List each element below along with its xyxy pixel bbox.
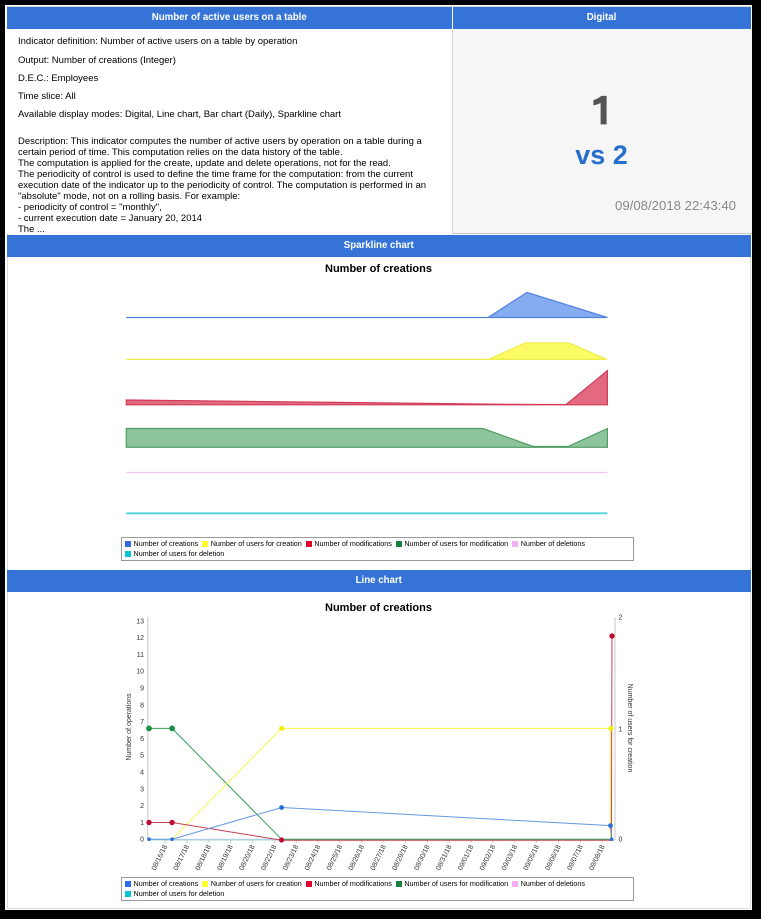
svg-text:08/24/18: 08/24/18 xyxy=(304,844,322,872)
svg-text:08/29/18: 08/29/18 xyxy=(391,844,409,872)
svg-text:09/06/18: 09/06/18 xyxy=(545,844,563,872)
svg-text:08/18/18: 08/18/18 xyxy=(195,844,213,872)
svg-text:08/19/18: 08/19/18 xyxy=(216,844,234,872)
svg-text:1: 1 xyxy=(619,726,623,733)
svg-text:5: 5 xyxy=(140,753,144,760)
svg-text:1: 1 xyxy=(140,820,144,827)
svg-text:0: 0 xyxy=(619,837,623,844)
svg-text:11: 11 xyxy=(137,652,144,659)
svg-text:08/17/18: 08/17/18 xyxy=(173,844,191,872)
svg-text:8: 8 xyxy=(140,702,144,709)
svg-text:Number of operations: Number of operations xyxy=(126,693,133,761)
svg-text:09/03/18: 09/03/18 xyxy=(501,844,519,872)
svg-text:7: 7 xyxy=(140,719,144,726)
svg-text:08/31/18: 08/31/18 xyxy=(435,844,453,872)
svg-text:09/07/18: 09/07/18 xyxy=(566,844,584,872)
svg-text:09/01/18: 09/01/18 xyxy=(457,844,475,872)
svg-text:09/02/18: 09/02/18 xyxy=(479,844,497,872)
svg-text:08/25/18: 08/25/18 xyxy=(326,844,344,872)
svg-text:2: 2 xyxy=(140,803,144,810)
svg-text:08/22/18: 08/22/18 xyxy=(260,844,278,872)
svg-text:9: 9 xyxy=(140,686,144,693)
svg-text:08/16/18: 08/16/18 xyxy=(151,844,169,872)
svg-text:3: 3 xyxy=(140,786,144,793)
svg-text:4: 4 xyxy=(140,770,144,777)
svg-text:08/26/18: 08/26/18 xyxy=(348,844,366,872)
svg-text:10: 10 xyxy=(136,669,144,676)
svg-text:08/23/18: 08/23/18 xyxy=(282,844,300,872)
svg-text:08/27/18: 08/27/18 xyxy=(370,844,388,872)
svg-text:6: 6 xyxy=(140,736,144,743)
svg-text:Number of users for creation: Number of users for creation xyxy=(626,684,633,773)
svg-text:09/08/18: 09/08/18 xyxy=(588,844,606,872)
svg-text:08/20/18: 08/20/18 xyxy=(238,844,256,872)
svg-text:2: 2 xyxy=(619,614,623,621)
svg-text:12: 12 xyxy=(136,635,144,642)
svg-text:08/30/18: 08/30/18 xyxy=(413,844,431,872)
svg-text:0: 0 xyxy=(140,837,144,844)
svg-text:13: 13 xyxy=(136,618,144,625)
svg-text:09/05/18: 09/05/18 xyxy=(523,844,541,872)
